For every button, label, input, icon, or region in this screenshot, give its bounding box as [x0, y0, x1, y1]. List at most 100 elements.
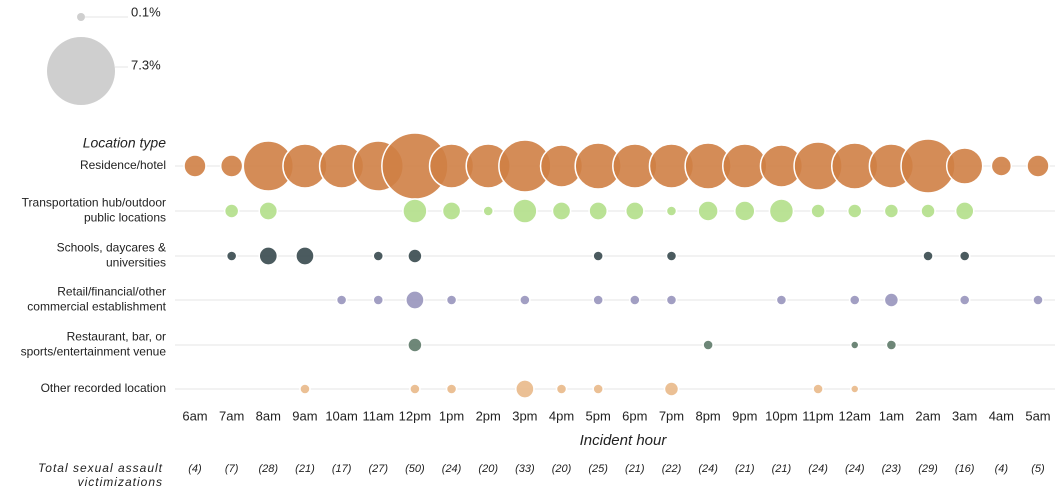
bubble	[768, 198, 795, 224]
x-tick-label: 1am	[879, 408, 904, 423]
total-label: (25)	[588, 463, 608, 475]
x-tick-label: 5pm	[586, 408, 611, 423]
bubble	[445, 294, 458, 306]
bubble	[954, 201, 975, 221]
bubble	[223, 203, 240, 219]
bubble	[258, 201, 279, 221]
bubble	[885, 339, 898, 351]
size-legend-label: 0.1%	[131, 4, 161, 19]
row-label: universities	[106, 256, 166, 270]
bubble	[555, 383, 568, 395]
total-label: (24)	[808, 463, 828, 475]
bubble	[407, 337, 423, 353]
bubble	[409, 383, 421, 395]
bubble	[920, 203, 936, 219]
total-label: (21)	[735, 463, 755, 475]
bubble	[405, 290, 425, 310]
bubble	[883, 203, 900, 219]
x-tick-label: 12pm	[399, 408, 432, 423]
bubble	[922, 250, 934, 262]
row-label: Schools, daycares &	[57, 241, 166, 255]
bubble	[519, 294, 531, 306]
total-label: (20)	[478, 463, 498, 475]
row-label: public locations	[84, 211, 166, 225]
bubble	[734, 200, 756, 222]
bubble	[372, 250, 385, 262]
row-label: commercial establishment	[27, 300, 166, 314]
bubble	[551, 201, 572, 221]
x-tick-label: 9pm	[732, 408, 757, 423]
x-tick-label: 7am	[219, 408, 244, 423]
x-tick-label: 1pm	[439, 408, 464, 423]
bubble	[850, 340, 860, 350]
total-label: (5)	[1031, 463, 1045, 475]
x-tick-label: 6am	[182, 408, 207, 423]
row-label: Transportation hub/outdoor	[22, 196, 166, 210]
bubble	[883, 292, 900, 308]
bubble	[812, 383, 824, 395]
bubble	[258, 246, 279, 266]
bubble	[183, 154, 207, 178]
bubble	[775, 294, 788, 306]
bubble	[958, 250, 971, 262]
bubble	[372, 294, 385, 306]
x-tick-label: 10am	[325, 408, 358, 423]
bubble	[1026, 154, 1050, 178]
total-label: (20)	[552, 463, 572, 475]
row-label: Other recorded location	[41, 381, 166, 395]
bubble	[846, 203, 863, 219]
bubble	[1032, 294, 1044, 306]
bubble	[945, 147, 984, 185]
x-tick-label: 11am	[362, 408, 394, 423]
total-label: (7)	[225, 463, 239, 475]
x-tick-label: 8am	[256, 408, 281, 423]
size-legend-label: 7.3%	[131, 57, 161, 72]
size-legend-bubble	[47, 37, 115, 105]
bubble	[482, 205, 495, 217]
x-tick-label: 12am	[838, 408, 871, 423]
bubble	[663, 381, 680, 397]
bubble	[702, 339, 714, 351]
bubble	[665, 294, 678, 306]
bubble	[295, 246, 315, 266]
x-tick-label: 4am	[989, 408, 1014, 423]
x-tick-label: 8pm	[695, 408, 720, 423]
bubble	[592, 294, 604, 306]
bubble	[592, 383, 604, 395]
bubble	[665, 205, 678, 217]
total-label: (4)	[188, 463, 202, 475]
y-axis-title: Location type	[83, 135, 166, 151]
total-label: (22)	[662, 463, 682, 475]
bubble	[848, 294, 861, 306]
total-label: (24)	[845, 463, 865, 475]
bubble	[625, 201, 645, 221]
total-label: (23)	[882, 463, 902, 475]
bubble	[850, 384, 860, 394]
total-label: (24)	[442, 463, 462, 475]
bubble	[592, 250, 604, 262]
total-label: (16)	[955, 463, 975, 475]
x-tick-label: 7pm	[659, 408, 684, 423]
x-axis-title: Incident hour	[580, 432, 668, 449]
bubble	[299, 383, 311, 395]
bubble	[445, 383, 458, 395]
x-tick-label: 2am	[915, 408, 940, 423]
bubble	[810, 203, 826, 219]
size-legend-bubble	[77, 13, 85, 21]
total-label: (21)	[295, 463, 315, 475]
row-label: Residence/hotel	[80, 158, 166, 172]
x-tick-label: 3pm	[512, 408, 537, 423]
x-tick-label: 4pm	[549, 408, 574, 423]
bubble	[515, 379, 535, 399]
total-label: (17)	[332, 463, 352, 475]
bubble	[402, 198, 428, 224]
total-label: (33)	[515, 463, 535, 475]
bubble	[407, 248, 423, 264]
bubble	[441, 201, 462, 221]
total-label: (29)	[918, 463, 938, 475]
bubble	[697, 200, 719, 222]
totals-title: Total sexual assault	[38, 461, 163, 475]
x-tick-label: 2pm	[476, 408, 501, 423]
x-tick-label: 11pm	[802, 408, 834, 423]
row-label: sports/entertainment venue	[21, 345, 167, 359]
